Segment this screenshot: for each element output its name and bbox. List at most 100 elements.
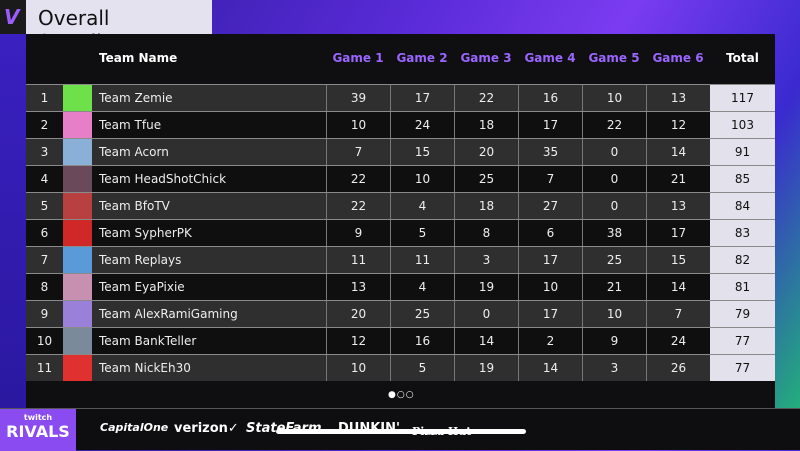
team-avatar (63, 166, 92, 192)
table-row: 3 Team Acorn 7 15 20 35 0 14 91 (26, 138, 775, 165)
team-name: Team BankTeller (99, 334, 197, 348)
game-5-score: 0 (582, 166, 646, 192)
rank: 8 (40, 280, 49, 294)
game-4-score: 17 (518, 247, 582, 273)
rank: 11 (36, 361, 53, 375)
rank: 1 (40, 91, 49, 105)
table-header: Team Name Total Game 1 Game 2 Game 3 Game 4… (26, 34, 775, 83)
game-1-score: 22 (326, 193, 390, 219)
game-5-score: 25 (582, 247, 646, 273)
game-3-score: 25 (454, 166, 518, 192)
game-4-score: 16 (518, 85, 582, 111)
game-3-score: 18 (454, 193, 518, 219)
game-2-score: 17 (390, 85, 454, 111)
team-name: Team Acorn (99, 145, 169, 159)
game-3-score: 8 (454, 220, 518, 246)
game-2-score: 15 (390, 139, 454, 165)
game-6-score: 7 (646, 301, 710, 327)
team-name: Team Replays (99, 253, 182, 267)
table-row: 7 Team Replays 11 11 3 17 25 15 82 (26, 246, 775, 273)
game-4-score: 17 (518, 301, 582, 327)
game-2-score: 10 (390, 166, 454, 192)
brand-small: twitch (23, 413, 53, 422)
game-4-score: 6 (518, 220, 582, 246)
total-score: 79 (710, 301, 775, 327)
game-5-score: 9 (582, 328, 646, 354)
game-4-score: 27 (518, 193, 582, 219)
team-avatar (63, 193, 92, 219)
game-3-score: 3 (454, 247, 518, 273)
game-3-score: 19 (454, 274, 518, 300)
game-6-score: 17 (646, 220, 710, 246)
game-4-score: 17 (518, 112, 582, 138)
pagination-dots[interactable]: ●○○ (388, 390, 415, 400)
team-name: Team Zemie (99, 91, 173, 105)
game-3-score: 19 (454, 355, 518, 381)
page-title: Overall Standings (26, 0, 212, 54)
brand: RIVALS (6, 422, 70, 441)
team-avatar (63, 328, 92, 354)
header-game-1: Game 1 (332, 51, 384, 65)
game-4-score: 35 (518, 139, 582, 165)
game-4-score: 7 (518, 166, 582, 192)
game-1-score: 39 (326, 85, 390, 111)
header-game-6: Game 6 (652, 51, 704, 65)
sponsor-verizon: verizon✓ (174, 421, 239, 436)
game-2-score: 25 (390, 301, 454, 327)
game-1-score: 9 (326, 220, 390, 246)
team-avatar (63, 274, 92, 300)
game-5-score: 3 (582, 355, 646, 381)
game-6-score: 14 (646, 139, 710, 165)
game-3-score: 0 (454, 301, 518, 327)
team-name: Team HeadShotChick (99, 172, 227, 186)
header-game-4: Game 4 (524, 51, 576, 65)
header-total: Total (726, 51, 759, 65)
total-score: 77 (710, 328, 775, 354)
game-6-score: 13 (646, 193, 710, 219)
table-row: 2 Team Tfue 10 24 18 17 22 12 103 (26, 111, 775, 138)
game-1-score: 10 (326, 355, 390, 381)
game-5-score: 0 (582, 139, 646, 165)
game-2-score: 5 (390, 220, 454, 246)
team-avatar (63, 220, 92, 246)
team-avatar (63, 355, 92, 381)
v-logo: V (4, 5, 20, 29)
game-3-score: 18 (454, 112, 518, 138)
game-5-score: 22 (582, 112, 646, 138)
game-4-score: 2 (518, 328, 582, 354)
table-row: 10 Team BankTeller 12 16 14 2 9 24 77 (26, 327, 775, 354)
team-name: Team NickEh30 (99, 361, 191, 375)
table-row: 11 Team NickEh30 10 5 19 14 3 26 77 (26, 354, 775, 381)
team-avatar (63, 247, 92, 273)
rank: 5 (40, 199, 49, 213)
game-3-score: 20 (454, 139, 518, 165)
total-score: 77 (710, 355, 775, 381)
sponsor-capitalone: CapitalOne (100, 421, 169, 434)
left-bar: V (0, 0, 26, 408)
rank: 4 (40, 172, 49, 186)
twitch-rivals-logo: twitch RIVALS (0, 409, 76, 451)
game-1-score: 22 (326, 166, 390, 192)
rank: 6 (40, 226, 49, 240)
game-5-score: 21 (582, 274, 646, 300)
team-name: Team SypherPK (99, 226, 192, 240)
team-name: Team EyaPixie (99, 280, 185, 294)
rank: 3 (40, 145, 49, 159)
game-5-score: 38 (582, 220, 646, 246)
rank: 7 (40, 253, 49, 267)
game-2-score: 4 (390, 193, 454, 219)
game-1-score: 11 (326, 247, 390, 273)
team-avatar (63, 139, 92, 165)
table-row: 1 Team Zemie 39 17 22 16 10 13 117 (26, 84, 775, 111)
game-1-score: 10 (326, 112, 390, 138)
game-5-score: 10 (582, 301, 646, 327)
rank: 2 (40, 118, 49, 132)
header-team-name: Team Name (99, 51, 178, 65)
table-row: 5 Team BfoTV 22 4 18 27 0 13 84 (26, 192, 775, 219)
game-5-score: 0 (582, 193, 646, 219)
team-avatar (63, 112, 92, 138)
total-score: 83 (710, 220, 775, 246)
home-indicator[interactable] (276, 429, 526, 434)
total-score: 117 (710, 85, 775, 111)
table-row: 6 Team SypherPK 9 5 8 6 38 17 83 (26, 219, 775, 246)
